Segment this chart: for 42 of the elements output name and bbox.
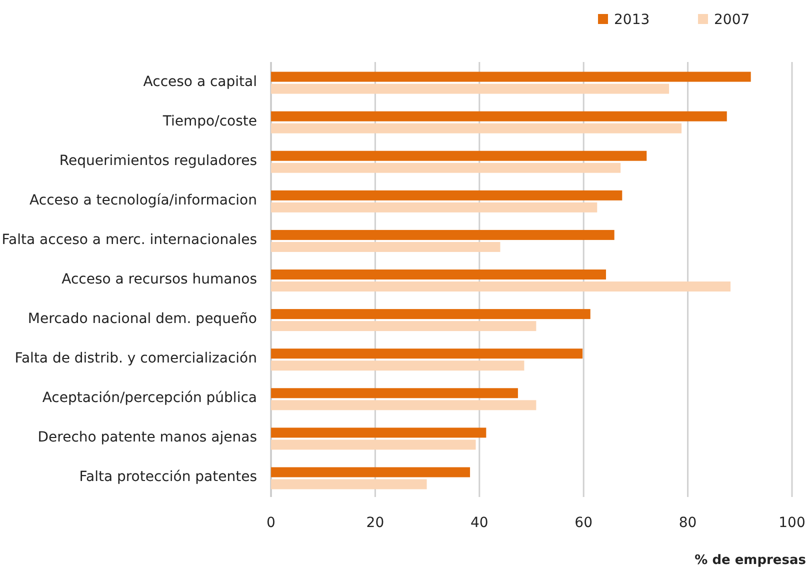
y-tick-label: Falta de distrib. y comercialización bbox=[14, 350, 257, 367]
bar bbox=[271, 202, 598, 212]
legend-label: 2007 bbox=[714, 12, 750, 28]
bar bbox=[271, 388, 518, 398]
x-tick-label: 0 bbox=[266, 515, 276, 531]
bar bbox=[271, 230, 614, 240]
bar bbox=[271, 360, 524, 371]
bar bbox=[271, 123, 682, 134]
legend-label: 2013 bbox=[614, 12, 650, 28]
x-tick-label: 20 bbox=[366, 515, 384, 531]
bar bbox=[271, 84, 670, 94]
y-tick-label: Acceso a capital bbox=[143, 74, 257, 90]
y-tick-label: Mercado nacional dem. pequeño bbox=[28, 311, 257, 328]
bar bbox=[271, 282, 731, 292]
bar bbox=[271, 467, 470, 478]
x-tick-label: 60 bbox=[574, 515, 593, 531]
y-tick-label: Tiempo/coste bbox=[162, 113, 257, 130]
bar bbox=[271, 440, 476, 450]
bar bbox=[271, 400, 536, 410]
bar bbox=[271, 162, 621, 173]
x-tick-label: 100 bbox=[778, 515, 806, 531]
y-tick-label: Derecho patente manos ajenas bbox=[38, 430, 257, 446]
bar bbox=[271, 321, 536, 332]
bar bbox=[271, 348, 583, 359]
bar bbox=[271, 270, 606, 280]
bar bbox=[271, 479, 427, 490]
bar bbox=[271, 150, 647, 161]
bar bbox=[271, 111, 727, 122]
bar bbox=[271, 242, 500, 252]
bar bbox=[271, 309, 590, 320]
y-tick-label: Falta protección patentes bbox=[79, 469, 257, 486]
bar bbox=[271, 72, 751, 82]
y-tick-label: Falta acceso a merc. internacionales bbox=[2, 232, 257, 248]
y-tick-label: Aceptación/percepción pública bbox=[42, 390, 257, 406]
x-axis-title: % de empresas bbox=[694, 553, 806, 567]
bar bbox=[271, 428, 486, 438]
x-tick-label: 40 bbox=[470, 515, 488, 531]
bar bbox=[271, 190, 622, 200]
y-tick-label: Acceso a tecnología/informacion bbox=[30, 192, 257, 208]
y-tick-label: Requerimientos reguladores bbox=[59, 152, 257, 169]
y-tick-label: Acceso a recursos humanos bbox=[62, 272, 257, 288]
x-tick-label: 80 bbox=[678, 515, 697, 531]
